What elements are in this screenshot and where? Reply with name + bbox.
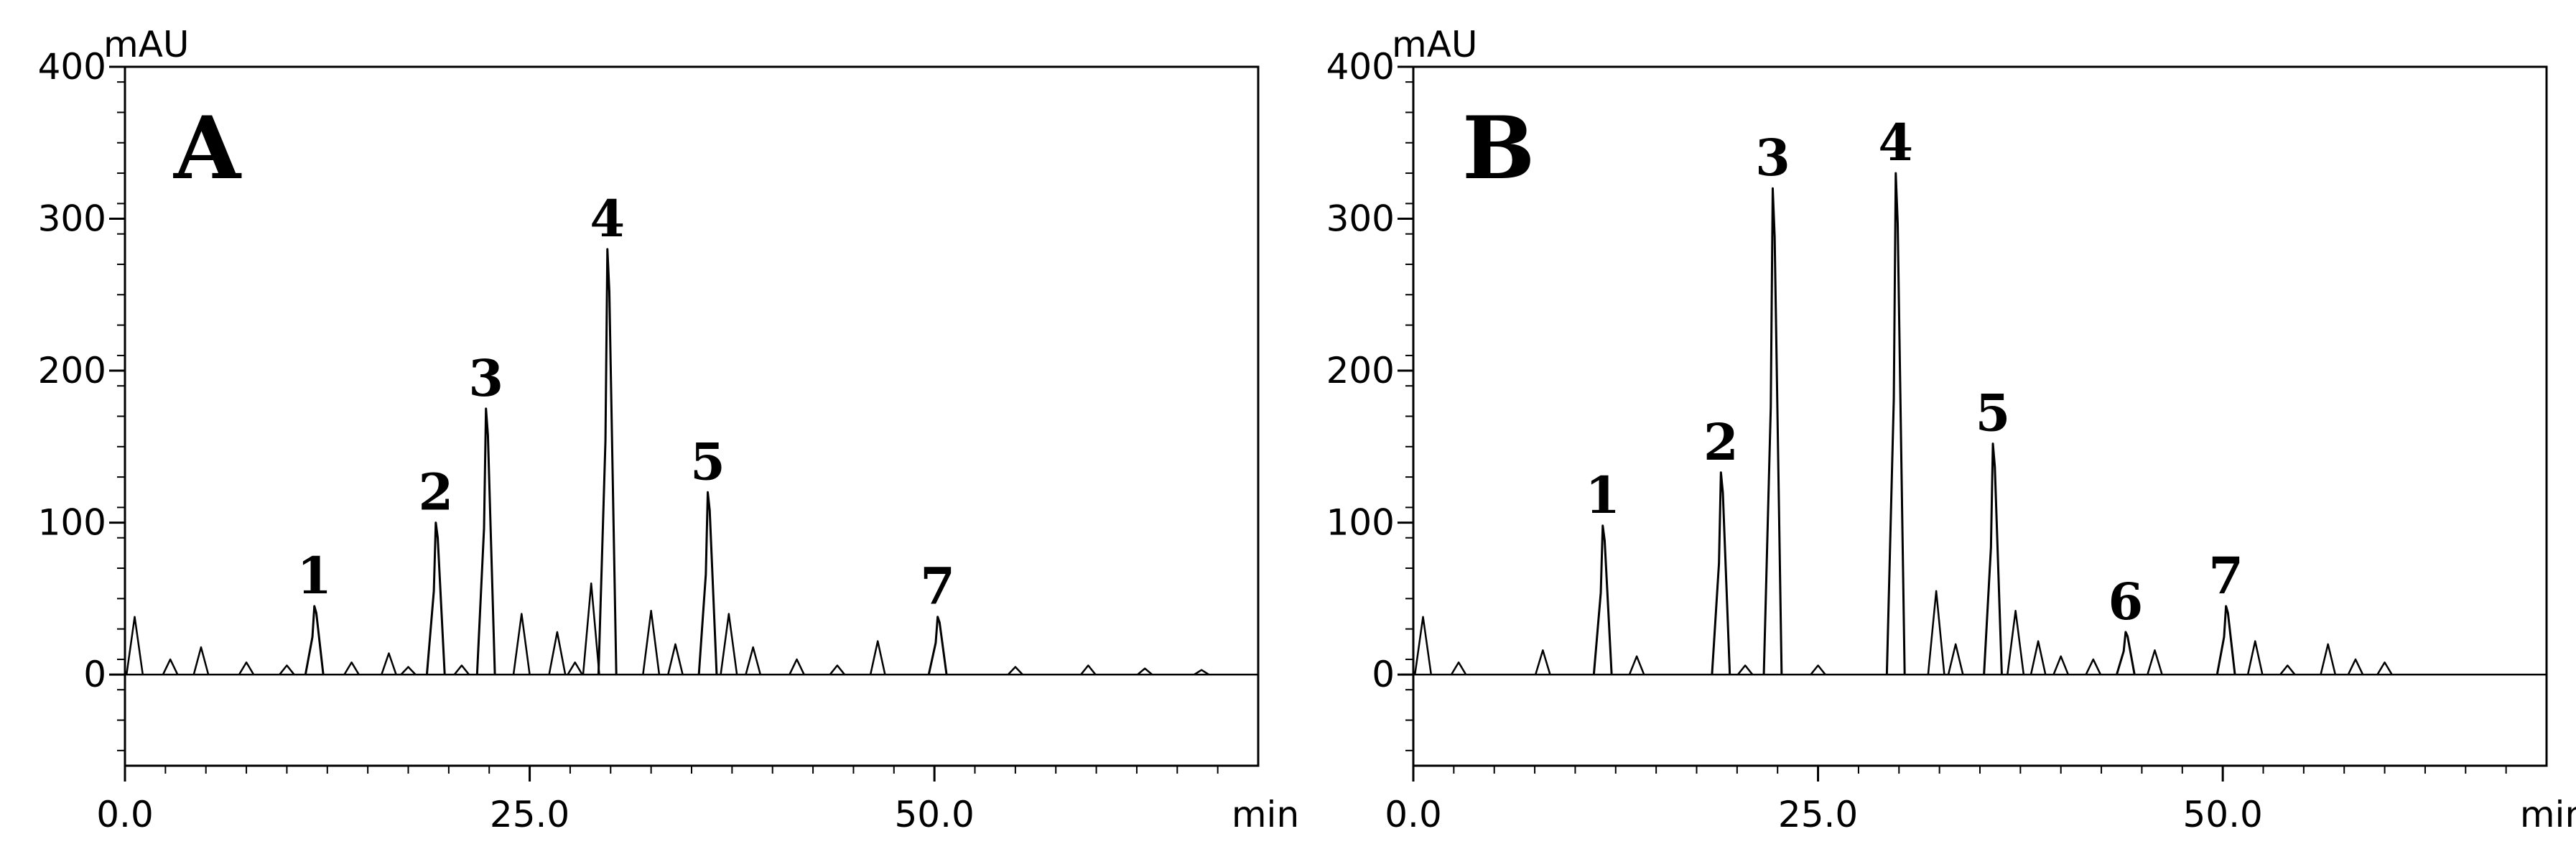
minor-peak <box>567 661 583 675</box>
peak-2 <box>1711 471 1731 675</box>
x-tick-label: 25.0 <box>490 794 569 835</box>
minor-peak <box>789 658 805 675</box>
peak-3 <box>1762 187 1783 675</box>
minor-peak <box>192 646 210 675</box>
minor-peak <box>2029 640 2047 675</box>
minor-peak <box>381 652 397 675</box>
minor-peak <box>2376 661 2393 675</box>
peak-label-2: 2 <box>1703 412 1739 472</box>
minor-peak <box>1080 664 1097 675</box>
minor-peak <box>2147 649 2163 675</box>
y-axis-unit: mAU <box>103 24 190 65</box>
minor-peak <box>582 582 600 675</box>
x-tick-label: 50.0 <box>2182 794 2262 835</box>
x-axis-unit: min <box>2520 794 2576 835</box>
minor-peak <box>2052 655 2070 675</box>
peak-5 <box>1983 442 2003 675</box>
minor-peak <box>2320 643 2337 675</box>
minor-peak <box>2347 658 2364 675</box>
peak-label-5: 5 <box>1976 384 2011 443</box>
peak-1 <box>1592 524 1613 675</box>
x-tick-label: 50.0 <box>894 794 974 835</box>
minor-peak <box>548 631 567 675</box>
minor-peak <box>1450 661 1467 675</box>
minor-peak <box>162 658 179 675</box>
minor-peak <box>279 664 295 675</box>
minor-peak <box>642 609 661 675</box>
minor-peak <box>1947 643 1964 675</box>
peak-label-1: 1 <box>1585 465 1620 525</box>
minor-peak <box>126 616 144 675</box>
peak-7 <box>2215 605 2236 675</box>
peak-6 <box>2116 631 2136 675</box>
minor-peak <box>829 664 846 675</box>
y-tick-label: 0 <box>1372 654 1395 695</box>
minor-peak <box>1194 669 1209 676</box>
minor-peak <box>400 666 417 675</box>
y-tick-label: 300 <box>1326 198 1395 240</box>
minor-peak <box>1137 667 1153 676</box>
peak-7 <box>927 616 948 675</box>
y-tick-label: 400 <box>38 46 106 88</box>
peak-label-7: 7 <box>2208 546 2243 606</box>
peak-5 <box>697 491 718 675</box>
peak-label-5: 5 <box>690 432 725 491</box>
y-tick-label: 100 <box>1326 502 1395 544</box>
peak-2 <box>425 521 446 675</box>
peak-label-6: 6 <box>2108 572 2144 631</box>
y-tick-label: 0 <box>83 654 106 695</box>
minor-peak <box>2085 658 2102 675</box>
minor-peak <box>1414 616 1433 675</box>
x-tick-label: 0.0 <box>1385 794 1442 835</box>
peak-label-4: 4 <box>590 189 625 249</box>
panel-label: B <box>1462 98 1535 199</box>
peak-label-4: 4 <box>1878 113 1913 172</box>
minor-peak <box>2007 609 2025 675</box>
y-tick-label: 100 <box>38 502 106 544</box>
peak-label-7: 7 <box>920 557 955 616</box>
minor-peak <box>1007 666 1023 675</box>
y-tick-label: 400 <box>1326 46 1395 88</box>
peak-3 <box>475 407 496 675</box>
minor-peak <box>2246 640 2264 675</box>
minor-peak <box>343 661 360 675</box>
peak-4 <box>597 248 618 675</box>
x-tick-label: 0.0 <box>96 794 154 835</box>
y-tick-label: 300 <box>38 198 106 240</box>
minor-peak <box>667 643 684 675</box>
x-tick-label: 25.0 <box>1778 794 1858 835</box>
minor-peak <box>1927 590 1945 675</box>
peak-4 <box>1885 172 1906 675</box>
peak-label-2: 2 <box>418 463 453 522</box>
minor-peak <box>453 664 470 675</box>
minor-peak <box>745 646 762 675</box>
minor-peak <box>1535 649 1551 675</box>
y-axis-unit: mAU <box>1392 24 1478 65</box>
minor-peak <box>1628 655 1645 675</box>
minor-peak <box>1737 664 1754 675</box>
y-tick-label: 200 <box>1326 350 1395 391</box>
minor-peak <box>2279 664 2296 675</box>
minor-peak <box>512 613 531 675</box>
x-axis-unit: min <box>1232 794 1299 835</box>
chart-panel-b: 0 100 200 300 400 0.0 25.0 50.0 mAU min B 1 2 3 4 5 6 7 <box>1326 24 2576 835</box>
y-tick-label: 200 <box>38 350 106 391</box>
peak-1 <box>304 605 325 675</box>
peak-label-3: 3 <box>1755 128 1790 187</box>
minor-peak <box>238 661 255 675</box>
peak-label-1: 1 <box>297 546 332 606</box>
minor-peak <box>720 613 738 675</box>
panel-label: A <box>173 98 242 199</box>
minor-peak <box>869 640 886 675</box>
minor-peak <box>1810 664 1826 675</box>
peak-label-3: 3 <box>468 348 503 408</box>
